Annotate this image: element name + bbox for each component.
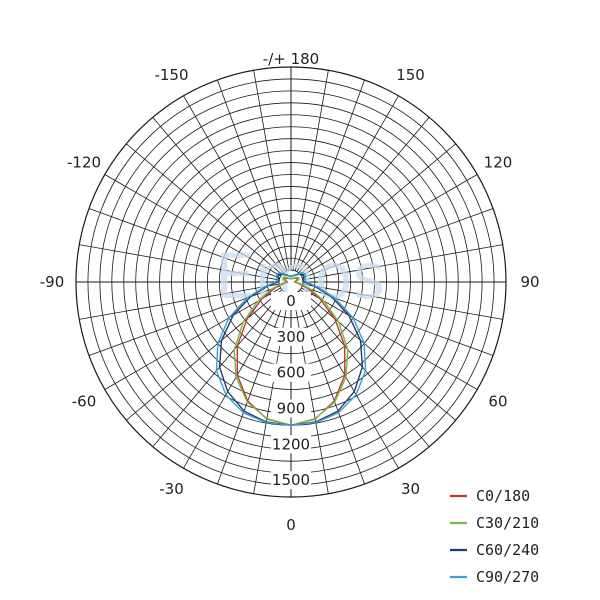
radial-label-bg: [271, 292, 311, 310]
grid-spoke: [302, 244, 503, 281]
grid-spoke: [292, 70, 329, 271]
grid-spoke: [253, 293, 290, 494]
grid-spoke: [88, 208, 280, 279]
radial-label-bg: [271, 399, 311, 418]
angle-tick-label: 120: [484, 154, 513, 172]
series-line-c90-270: [215, 272, 367, 426]
grid-spoke: [104, 287, 281, 390]
angle-tick-label: 30: [401, 480, 420, 498]
grid-spoke: [298, 290, 430, 447]
radial-tick-label: 1500: [272, 471, 310, 489]
grid-spoke: [183, 95, 286, 272]
radial-label-bg: [271, 435, 311, 454]
grid-spoke: [79, 244, 280, 281]
grid-spoke: [217, 79, 288, 271]
grid-spoke: [302, 208, 494, 279]
grid-spoke: [217, 293, 288, 485]
angle-tick-label: -/+ 180: [263, 50, 319, 68]
legend-label: C90/270: [476, 568, 539, 586]
angle-tick-label: 60: [488, 393, 507, 411]
radial-tick-label: 0: [286, 292, 296, 310]
grid-spoke: [294, 79, 365, 271]
grid-spoke: [152, 117, 284, 274]
grid-spoke: [299, 289, 456, 421]
grid-spoke: [302, 283, 503, 320]
grid-spoke: [126, 143, 283, 275]
series-layer: [215, 272, 367, 426]
radial-tick-label: 600: [277, 364, 306, 382]
grid-spoke: [79, 283, 280, 320]
angle-tick-label: -60: [72, 393, 97, 411]
grid-spoke: [126, 289, 283, 421]
radial-label-bg: [271, 471, 311, 490]
angle-tick-label: 0: [286, 516, 296, 534]
grid-spoke: [183, 292, 286, 469]
grid-spoke: [294, 293, 365, 485]
grid-spoke: [298, 117, 430, 274]
grid-spoke: [292, 293, 329, 494]
angle-tick-label: 150: [396, 66, 425, 84]
angle-tick-label: -150: [154, 66, 188, 84]
grid-spoke: [152, 290, 284, 447]
radial-label-bg: [271, 363, 311, 382]
grid-spoke: [296, 95, 399, 272]
grid-spoke: [299, 143, 456, 275]
radial-tick-label: 1200: [272, 435, 310, 453]
angle-tick-label: -90: [40, 273, 65, 291]
radial-tick-labels: 0 300 600 900 1200 1500: [271, 292, 311, 490]
grid-spoke: [104, 174, 281, 277]
radial-tick-label: 900: [277, 400, 306, 418]
legend-label: C60/240: [476, 541, 539, 559]
grid-spoke: [301, 174, 478, 277]
angle-tick-label: -30: [159, 480, 184, 498]
grid-spoke: [301, 287, 478, 390]
grid-spoke: [253, 70, 290, 271]
angle-tick-label: 90: [520, 273, 539, 291]
angle-tick-labels: 0 30 60 90 120 150 -/+ 180 -150 -120 -90 -60 -30: [40, 50, 540, 534]
angle-tick-label: -120: [67, 154, 101, 172]
legend-label: C0/180: [476, 487, 530, 505]
grid-spoke: [296, 292, 399, 469]
polar-grid: [75, 66, 507, 498]
legend-label: C30/210: [476, 514, 539, 532]
radial-label-bg: [271, 327, 311, 346]
radial-tick-label: 300: [277, 328, 306, 346]
legend: C0/180 C30/210 C60/240 C90/270: [450, 487, 539, 586]
